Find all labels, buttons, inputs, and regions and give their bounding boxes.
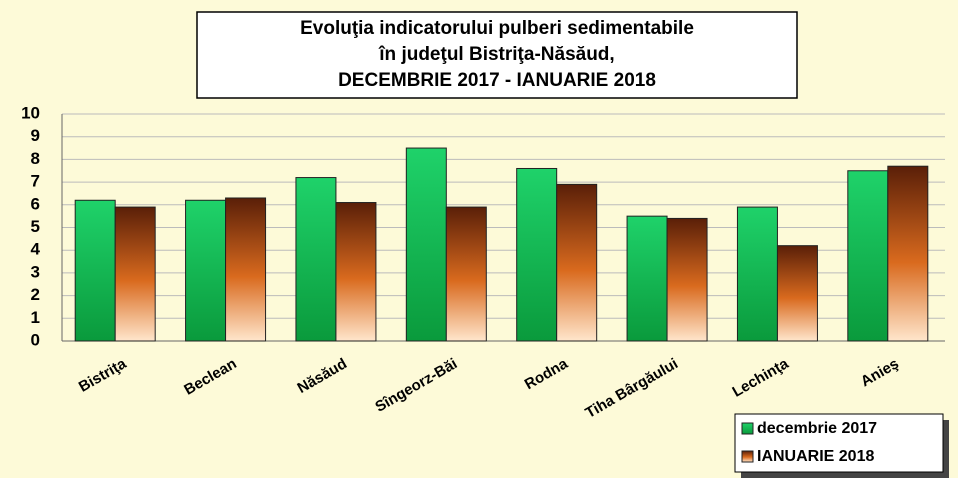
bar [295,177,337,342]
x-tick-label: Lechinţa [729,355,791,401]
y-tick-label: 5 [31,217,40,236]
y-tick-label: 7 [31,172,40,191]
bar [666,217,708,342]
legend-label: IANUARIE 2018 [757,448,874,465]
legend-marker [741,422,754,435]
bar [626,215,668,342]
title-box [196,11,798,99]
y-tick-label: 4 [31,240,41,259]
bar [847,170,889,342]
chart-title: DECEMBRIE 2017 - IANUARIE 2018 [338,70,656,91]
legend [734,413,944,473]
y-tick-label: 10 [21,103,40,122]
chart-title: în judeţul Bistriţa-Năsăud, [378,44,614,65]
chart-title: Evoluţia indicatorului pulberi sedimenta… [300,18,694,39]
y-tick-label: 3 [31,262,40,281]
bar [445,206,487,342]
bar [556,183,598,342]
bar [516,167,558,342]
bar [887,165,929,342]
x-tick-label: Sîngeorz-Băi [372,355,460,416]
y-tick-label: 0 [31,330,40,349]
y-tick-label: 1 [31,308,40,327]
x-tick-label: Anieş [858,355,902,390]
x-tick-label: Rodna [522,355,571,393]
bar [776,245,818,342]
y-tick-label: 9 [31,126,40,145]
x-tick-label: Bistriţa [76,355,130,396]
x-tick-label: Beclean [181,355,239,398]
bar [114,206,156,342]
bar [225,197,267,342]
bar [74,199,116,342]
legend-label: decembrie 2017 [757,420,877,437]
x-tick-label: Năsăud [294,355,349,397]
y-tick-label: 6 [31,194,40,213]
bar [736,206,778,342]
y-tick-label: 8 [31,149,40,168]
y-tick-label: 2 [31,285,40,304]
bar [185,199,227,342]
legend-marker [741,450,754,463]
x-tick-label: Tiha Bârgăului [583,355,681,422]
bar [335,202,377,342]
bar [405,147,447,342]
